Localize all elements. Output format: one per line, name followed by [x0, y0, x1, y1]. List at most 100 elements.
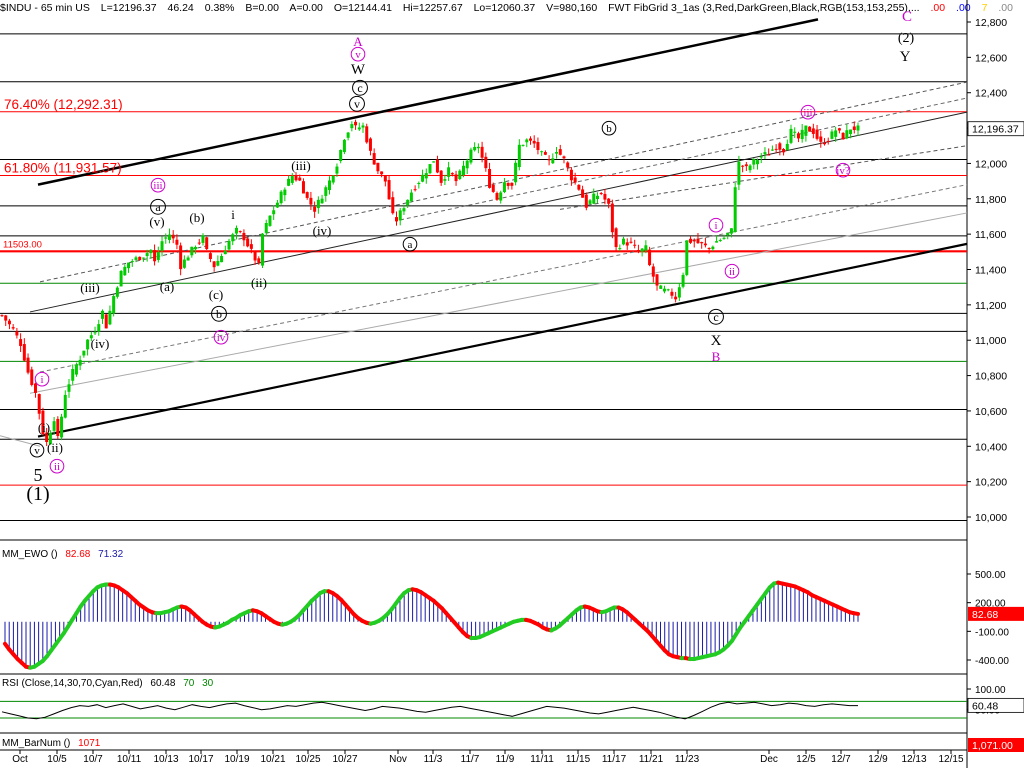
- low-label: Lo=12060.37: [473, 2, 536, 14]
- candle: [662, 285, 666, 294]
- wave-label-circle: [352, 79, 368, 96]
- candle: [127, 262, 131, 273]
- candle: [104, 313, 108, 329]
- candle-body: [60, 416, 64, 438]
- candle-body: [67, 384, 71, 392]
- candle: [488, 162, 492, 189]
- candle: [759, 152, 763, 164]
- y-tick-label: 12,400: [975, 88, 1007, 100]
- candle-body: [287, 178, 291, 186]
- y-tick-label: 12,600: [975, 52, 1007, 64]
- candle-body: [279, 191, 283, 204]
- candle: [33, 382, 37, 398]
- candle-body: [22, 344, 26, 361]
- candle: [685, 240, 689, 277]
- wave-label-text: a: [155, 200, 161, 214]
- candle-body: [793, 131, 797, 133]
- candle-body: [402, 208, 406, 212]
- candle: [547, 155, 551, 166]
- candle-body: [718, 240, 722, 242]
- wave-label: a: [402, 236, 418, 252]
- wave-label-text: (2): [898, 31, 915, 46]
- candle: [301, 178, 305, 194]
- candle: [402, 204, 406, 216]
- candle-body: [171, 234, 175, 239]
- y-tick-label: 12,000: [975, 158, 1007, 170]
- candle: [354, 119, 358, 130]
- candle: [432, 161, 436, 163]
- candle: [439, 170, 443, 186]
- wave-label-text: iii: [803, 107, 812, 119]
- candle-body: [275, 202, 279, 208]
- candle-body: [841, 132, 845, 140]
- wave-label: i: [231, 207, 235, 222]
- barnum-value-tag-box: [968, 738, 1024, 752]
- candle: [238, 230, 242, 234]
- wave-label-circle: [708, 308, 724, 325]
- wave-label: (1): [26, 483, 49, 505]
- candle-body: [502, 182, 506, 193]
- candle-body: [290, 176, 294, 183]
- candle-body: [744, 164, 748, 167]
- candle: [357, 122, 361, 131]
- candle: [145, 249, 149, 262]
- candle-body: [130, 261, 134, 263]
- candle: [100, 309, 104, 324]
- y-tick-label: 11,800: [975, 194, 1006, 206]
- candle: [409, 189, 413, 203]
- wave-label-text: W: [351, 62, 366, 78]
- candle: [242, 229, 246, 247]
- wave-annotations: 76.40% (12,292.31) 61.80% (11,931.57) 1150…: [3, 9, 914, 505]
- candle: [744, 161, 748, 171]
- candle-body: [845, 130, 849, 139]
- candle-body: [182, 259, 186, 268]
- candle: [465, 158, 469, 175]
- candle: [309, 191, 313, 210]
- candle-body: [573, 177, 577, 183]
- ewo-title: MM_EWO (): [2, 549, 58, 560]
- candle-body: [78, 359, 82, 366]
- candle-body: [782, 148, 786, 153]
- candle-body: [19, 339, 23, 347]
- candle-body: [640, 248, 644, 252]
- x-tick-label: 11/9: [496, 754, 515, 765]
- candle: [703, 237, 707, 248]
- channel-mid-line: [39, 184, 968, 373]
- candle-body: [510, 182, 514, 186]
- candle: [398, 207, 402, 226]
- candle-body: [774, 148, 778, 150]
- candle: [361, 122, 365, 133]
- candle: [272, 205, 276, 220]
- a-label: A=0.00: [289, 2, 323, 14]
- wave-label: (c): [209, 287, 223, 302]
- candle-body: [484, 156, 488, 169]
- candle-body: [294, 175, 298, 181]
- wave-label: (iii): [80, 280, 100, 295]
- candle-body: [722, 237, 726, 239]
- candle: [421, 169, 425, 183]
- candle-body: [48, 432, 52, 445]
- wave-label-text: i: [714, 220, 717, 232]
- candle: [733, 182, 737, 233]
- candle-body: [577, 184, 581, 190]
- wave-label-circle: [29, 442, 45, 458]
- candle-body: [261, 233, 265, 266]
- candle: [592, 188, 596, 205]
- candle-body: [253, 251, 257, 261]
- candle-body: [428, 164, 432, 174]
- y-tick-label: 12,800: [975, 17, 1007, 29]
- candle: [588, 198, 592, 205]
- candle: [584, 192, 588, 211]
- candle-body: [800, 129, 804, 140]
- rsi-overbought-value: 70: [183, 678, 195, 689]
- wave-label: ii: [724, 263, 740, 279]
- wave-label-circle: [835, 162, 851, 178]
- candle-body: [197, 242, 201, 244]
- candle-body: [525, 139, 529, 143]
- candle-body: [674, 296, 678, 300]
- last-price-tag-box: [967, 121, 1024, 137]
- candle: [555, 146, 559, 159]
- candle-body: [141, 257, 145, 259]
- wave-label-text: iv: [217, 332, 226, 344]
- candle: [41, 407, 45, 436]
